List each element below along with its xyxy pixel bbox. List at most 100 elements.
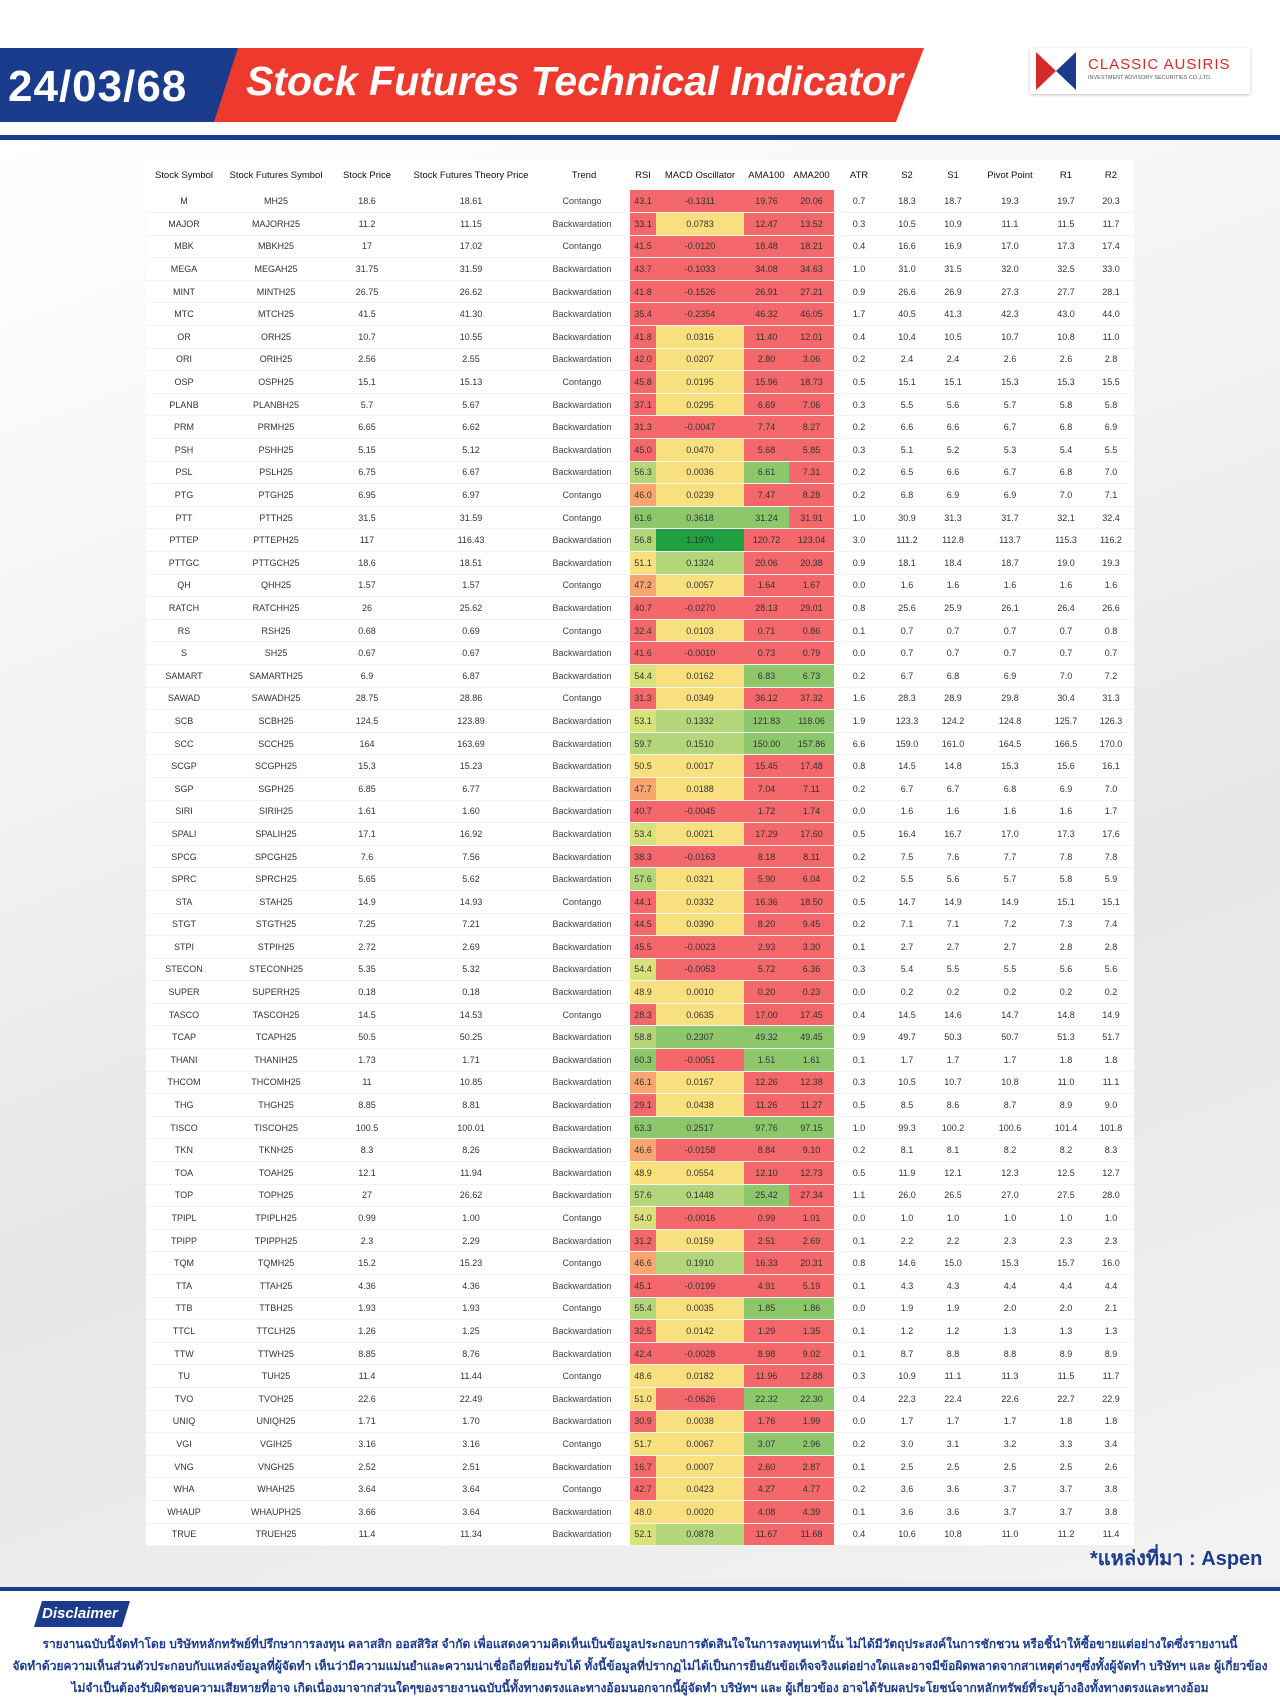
cell-r2: 5.5 (1088, 438, 1134, 462)
cell-trend: Backwardation (538, 800, 630, 824)
cell-ama100: 6.83 (744, 664, 789, 688)
cell-rsi: 42.7 (630, 1477, 656, 1501)
cell-s1: 12.1 (930, 1161, 976, 1185)
cell-pivot-point: 6.9 (976, 483, 1044, 507)
cell-trend: Contango (538, 1477, 630, 1501)
table-row: RATCH RATCHH25 26 25.62 Backwardation 40.7 -0.… (146, 596, 1134, 620)
cell-s2: 1.2 (884, 1319, 930, 1343)
table-row: STPI STPIH25 2.72 2.69 Backwardation 45.5 -0.0… (146, 935, 1134, 959)
cell-s2: 6.7 (884, 664, 930, 688)
cell-stock-futures-theory-price: 0.18 (404, 980, 538, 1004)
table-row: STECON STECONH25 5.35 5.32 Backwardation 54.4… (146, 958, 1134, 982)
cell-s1: 0.2 (930, 980, 976, 1004)
cell-r2: 44.0 (1088, 302, 1134, 327)
cell-ama100: 120.72 (744, 528, 789, 552)
cell-macd-oscillator: 0.0182 (656, 1364, 744, 1388)
cell-stock-price: 18.6 (330, 551, 404, 575)
cell-stock-symbol: TTA (146, 1274, 222, 1298)
company-logo: CLASSIC AUSIRIS INVESTMENT ADVISORY SECU… (1030, 48, 1250, 94)
cell-stock-futures-theory-price: 18.51 (404, 551, 538, 575)
cell-r2: 1.7 (1088, 800, 1134, 824)
cell-ama200: 118.06 (789, 709, 834, 733)
cell-ama200: 27.34 (789, 1184, 834, 1208)
cell-trend: Backwardation (538, 1071, 630, 1095)
cell-r1: 3.3 (1044, 1432, 1088, 1456)
cell-rsi: 32.4 (630, 619, 656, 643)
cell-stock-symbol: WHAUP (146, 1500, 222, 1524)
indicator-table: Stock Symbol Stock Futures Symbol Stock Pr… (146, 160, 1134, 1547)
cell-ama200: 8.27 (789, 415, 834, 440)
cell-rsi: 45.0 (630, 438, 656, 462)
cell-r2: 9.0 (1088, 1093, 1134, 1117)
cell-ama100: 25.42 (744, 1184, 789, 1208)
cell-stock-futures-symbol: RSH25 (222, 619, 330, 643)
cell-stock-futures-symbol: STPIH25 (222, 935, 330, 959)
cell-stock-symbol: TQM (146, 1251, 222, 1275)
cell-macd-oscillator: 0.0020 (656, 1500, 744, 1524)
cell-rsi: 43.7 (630, 257, 656, 281)
cell-stock-futures-symbol: MH25 (222, 190, 330, 214)
cell-trend: Contango (538, 1432, 630, 1456)
cell-stock-futures-theory-price: 163.69 (404, 732, 538, 756)
cell-stock-symbol: TASCO (146, 1003, 222, 1027)
table-row: TU TUH25 11.4 11.44 Contango 48.6 0.0182 11.96 1… (146, 1364, 1134, 1388)
cell-ama100: 150.00 (744, 732, 789, 756)
cell-s1: 28.9 (930, 687, 976, 711)
cell-ama200: 0.86 (789, 619, 834, 643)
cell-macd-oscillator: 0.0438 (656, 1093, 744, 1117)
cell-trend: Contango (538, 619, 630, 643)
cell-s2: 6.8 (884, 483, 930, 507)
cell-ama200: 1.67 (789, 574, 834, 598)
cell-stock-symbol: SCB (146, 709, 222, 733)
cell-stock-futures-symbol: SGPH25 (222, 777, 330, 801)
column-header: ATR (849, 169, 869, 181)
table-row: TVO TVOH25 22.6 22.49 Backwardation 51.0 -0.06… (146, 1387, 1134, 1411)
cell-stock-symbol: SCGP (146, 754, 222, 778)
cell-stock-futures-symbol: ORIH25 (222, 348, 330, 372)
cell-ama200: 22.30 (789, 1387, 834, 1411)
cell-s1: 22.4 (930, 1387, 976, 1411)
cell-stock-symbol: THCOM (146, 1071, 222, 1095)
cell-macd-oscillator: 0.0162 (656, 664, 744, 688)
cell-stock-futures-theory-price: 15.23 (404, 754, 538, 778)
cell-s1: 2.7 (930, 935, 976, 959)
cell-rsi: 40.7 (630, 800, 656, 824)
cell-ama100: 46.32 (744, 302, 789, 327)
cell-s2: 25.6 (884, 596, 930, 620)
cell-stock-futures-theory-price: 6.87 (404, 664, 538, 688)
table-row: PTTEP PTTEPH25 117 116.43 Backwardation 56.8 1… (146, 528, 1134, 552)
cell-ama200: 8.28 (789, 483, 834, 507)
title-banner (214, 48, 924, 122)
cell-rsi: 31.3 (630, 687, 656, 711)
cell-s1: 2.4 (930, 348, 976, 372)
cell-s1: 6.9 (930, 483, 976, 507)
cell-atr: 0.3 (834, 958, 884, 982)
cell-macd-oscillator: 0.0783 (656, 212, 744, 236)
cell-atr: 0.3 (834, 1364, 884, 1388)
cell-ama200: 4.77 (789, 1477, 834, 1501)
cell-rsi: 42.4 (630, 1342, 656, 1366)
cell-ama200: 11.27 (789, 1093, 834, 1117)
cell-ama200: 123.04 (789, 528, 834, 552)
logo-mark-icon (1036, 52, 1076, 90)
cell-stock-futures-symbol: TTWH25 (222, 1342, 330, 1366)
cell-stock-futures-theory-price: 1.71 (404, 1048, 538, 1072)
cell-s1: 18.7 (930, 190, 976, 214)
table-row: M MH25 18.6 18.61 Contango 43.1 -0.1311 19.76 20… (146, 190, 1134, 214)
cell-stock-futures-theory-price: 0.69 (404, 619, 538, 643)
cell-ama100: 11.96 (744, 1364, 789, 1388)
cell-s2: 3.0 (884, 1432, 930, 1456)
cell-macd-oscillator: 0.0332 (656, 890, 744, 914)
table-row: MINT MINTH25 26.75 26.62 Backwardation 41.8 -0… (146, 280, 1134, 304)
cell-ama100: 4.91 (744, 1274, 789, 1298)
cell-stock-futures-theory-price: 8.81 (404, 1093, 538, 1117)
cell-macd-oscillator: -0.0053 (656, 958, 744, 982)
cell-r1: 15.7 (1044, 1251, 1088, 1275)
cell-r1: 32.1 (1044, 506, 1088, 530)
cell-s2: 7.1 (884, 913, 930, 937)
cell-ama100: 7.74 (744, 415, 789, 440)
cell-ama100: 20.06 (744, 551, 789, 575)
cell-ama200: 5.19 (789, 1274, 834, 1298)
cell-r2: 51.7 (1088, 1025, 1134, 1050)
cell-r1: 27.5 (1044, 1184, 1088, 1208)
